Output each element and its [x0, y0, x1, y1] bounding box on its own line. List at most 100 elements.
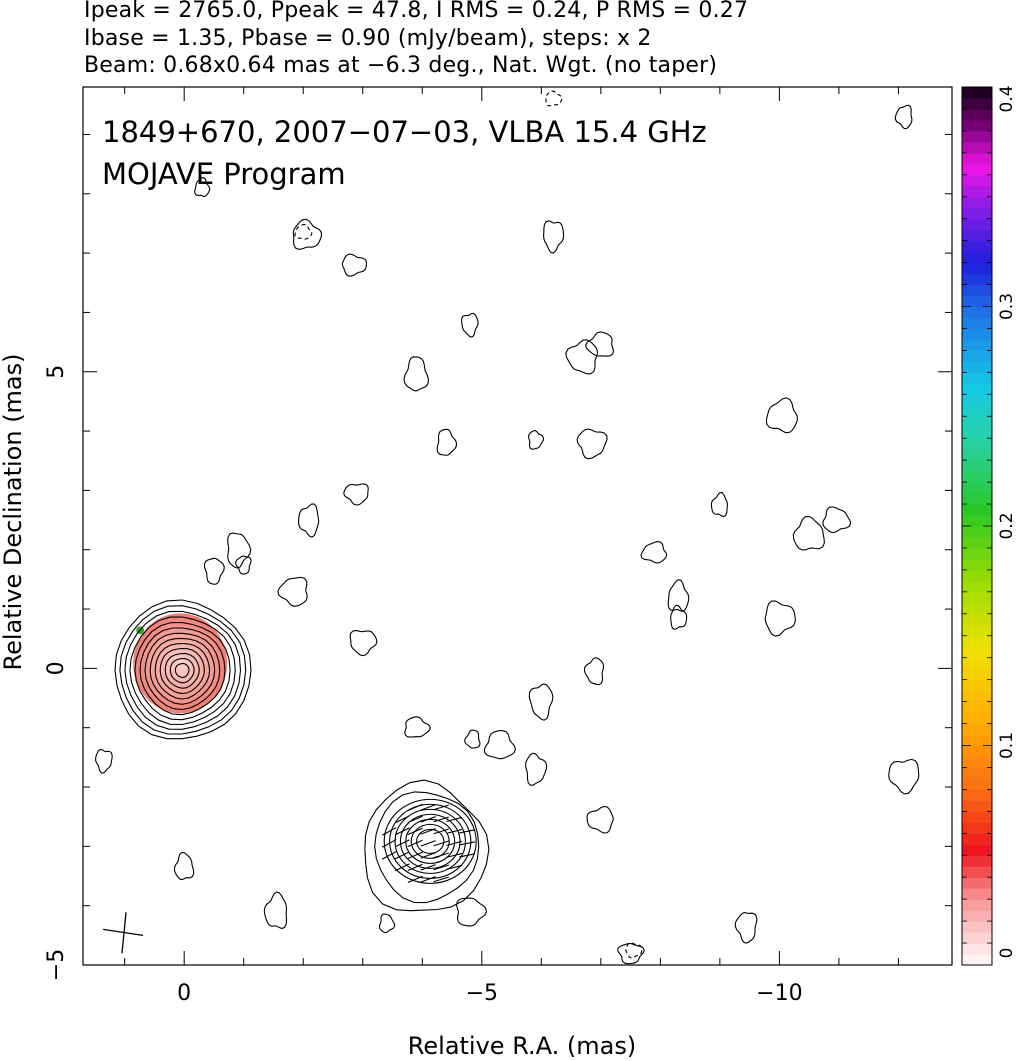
colorbar-band — [962, 174, 992, 187]
noise-contour — [734, 912, 758, 944]
y-tick-label: 0 — [44, 661, 69, 675]
polarization-vector — [459, 841, 476, 846]
chart-title: 1849+670, 2007−07−03, VLBA 15.4 GHz — [102, 115, 707, 149]
noise-contour — [263, 891, 288, 930]
polarization-vector — [446, 864, 463, 870]
noise-contour — [194, 177, 211, 197]
noise-contour — [586, 805, 614, 834]
core-contour — [159, 647, 205, 695]
header-line-2: Ibase = 1.35, Pbase = 0.90 (mJy/beam), s… — [84, 26, 652, 51]
polarization-vector — [394, 863, 410, 872]
noise-contour — [173, 851, 195, 881]
polarization-vector — [459, 829, 476, 834]
jet-contour — [394, 808, 466, 874]
noise-contour — [404, 716, 431, 738]
x-axis-label: Relative R.A. (mas) — [408, 1032, 636, 1060]
noise-contour — [583, 657, 605, 686]
colorbar-band — [962, 910, 992, 922]
noise-contour — [343, 483, 369, 506]
polarization-vector — [407, 875, 423, 884]
polarization-vector — [407, 803, 423, 812]
header-line-1: Ipeak = 2765.0, Ppeak = 47.8, I RMS = 0.… — [84, 0, 749, 23]
noise-contour — [765, 397, 798, 434]
colorbar-band — [962, 87, 992, 99]
colorbar-tick-label: 0.3 — [997, 293, 1017, 320]
colorbar-band — [962, 602, 992, 615]
colorbar-band — [962, 449, 992, 461]
core-contour — [174, 663, 190, 678]
negative-contour — [625, 942, 643, 959]
noise-contour — [585, 331, 615, 357]
noise-contour — [894, 104, 913, 130]
colorbar-band — [962, 482, 992, 494]
noise-contour — [341, 253, 368, 277]
colorbar-band — [962, 339, 992, 351]
noise-contour — [640, 541, 668, 564]
polarization-vector — [407, 839, 423, 848]
polarization-vector — [433, 864, 450, 871]
polarization-vector — [433, 816, 450, 823]
core-contour — [144, 632, 221, 711]
polarization-vector — [446, 828, 463, 834]
colorbar-band — [962, 547, 992, 560]
noise-contour — [298, 503, 320, 538]
core-contour — [119, 605, 247, 735]
colorbar-band — [962, 822, 992, 834]
colorbar-band — [962, 526, 992, 538]
colorbar-band — [962, 855, 992, 867]
polarization-vector — [420, 852, 436, 859]
colorbar-band — [962, 460, 992, 472]
polarization-vector — [433, 876, 450, 883]
colorbar-band — [962, 657, 992, 670]
colorbar-band — [962, 613, 992, 626]
colorbar-band — [962, 284, 992, 297]
colorbar-band — [962, 141, 992, 154]
core-contour — [149, 637, 216, 705]
colorbar-band — [962, 350, 992, 362]
colorbar-band — [962, 185, 992, 198]
noise-contour — [822, 506, 852, 534]
chart-subtitle: MOJAVE Program — [102, 157, 346, 191]
plot-frame — [82, 86, 953, 966]
polarization-vector — [446, 816, 463, 822]
colorbar-band — [962, 899, 992, 911]
noise-contour — [528, 430, 544, 450]
noise-contour — [710, 492, 728, 518]
colorbar-band — [962, 240, 992, 253]
polarization-vector — [394, 851, 410, 860]
colorbar-tick-label: 0.2 — [997, 512, 1017, 539]
y-tick-label: 5 — [44, 365, 69, 379]
colorbar-band — [962, 558, 992, 571]
colorbar-band — [962, 789, 992, 801]
colorbar-band — [962, 877, 992, 889]
colorbar-band — [962, 196, 992, 209]
colorbar-band — [962, 251, 992, 264]
noise-contour — [455, 897, 488, 927]
colorbar-band — [962, 943, 992, 955]
polarization-vector — [381, 827, 397, 836]
colorbar-band — [962, 416, 992, 428]
colorbar-band — [962, 306, 992, 319]
colorbar-band — [962, 745, 992, 758]
colorbar-band — [962, 152, 992, 165]
colorbar-band — [962, 119, 992, 132]
core-contour — [124, 610, 242, 730]
colorbar-band — [962, 580, 992, 593]
noise-contour — [565, 339, 599, 375]
colorbar-band — [962, 701, 992, 714]
colorbar-band — [962, 163, 992, 176]
core-polarization-fill — [133, 613, 228, 714]
colorbar-band — [962, 723, 992, 736]
colorbar-band — [962, 778, 992, 790]
jet-contour — [410, 823, 450, 859]
noise-contour — [292, 218, 323, 250]
colorbar-band — [962, 427, 992, 439]
colorbar-band — [962, 888, 992, 900]
polarization-vector — [394, 839, 410, 848]
colorbar-tick-label: 0 — [997, 948, 1017, 959]
core-contour — [169, 657, 195, 684]
colorbar-band — [962, 438, 992, 450]
y-axis-label: Relative Declination (mas) — [0, 353, 27, 670]
colorbar-band — [962, 646, 992, 659]
